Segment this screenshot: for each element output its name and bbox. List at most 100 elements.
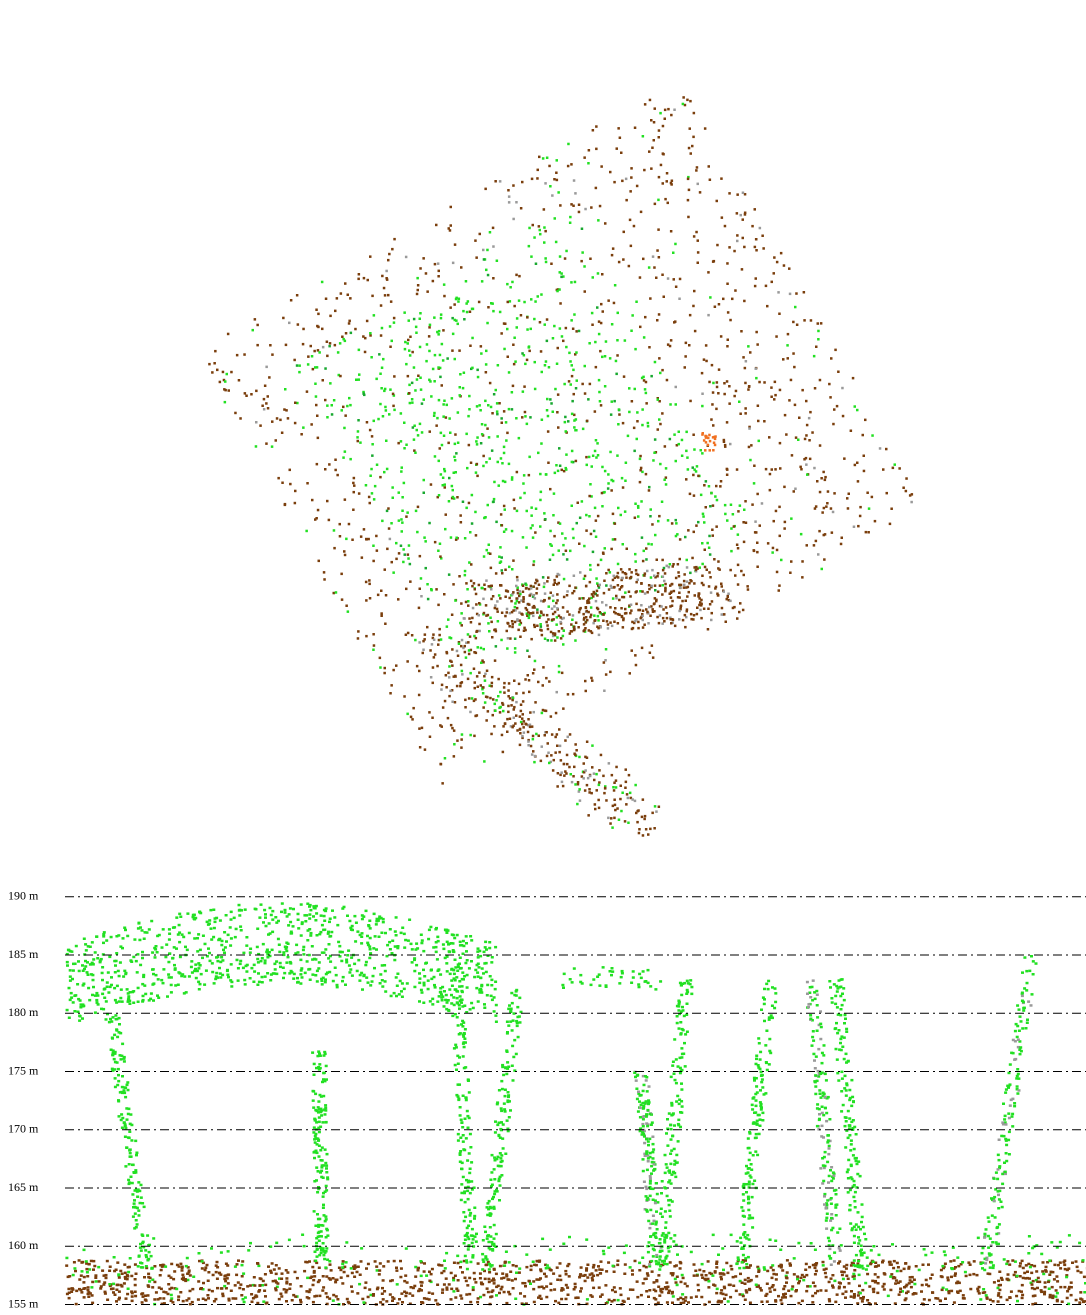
point [526, 650, 529, 653]
point [134, 1284, 137, 1287]
point [230, 371, 233, 374]
point [168, 933, 171, 936]
point [543, 226, 546, 229]
point [91, 1294, 94, 1297]
point [583, 265, 586, 268]
point [475, 652, 478, 655]
point [227, 1282, 230, 1285]
point [512, 591, 515, 594]
point [893, 1277, 896, 1280]
point [532, 606, 535, 609]
point [106, 1260, 109, 1263]
point [706, 542, 709, 545]
point [468, 502, 471, 505]
point [462, 387, 465, 390]
point [545, 1267, 548, 1270]
point [716, 499, 719, 502]
point [566, 590, 569, 593]
point [184, 1278, 187, 1281]
point [563, 578, 566, 581]
point [277, 477, 280, 480]
point [787, 1290, 790, 1293]
point [465, 1280, 468, 1283]
point [655, 1280, 658, 1283]
point [634, 503, 637, 506]
point [724, 513, 727, 516]
point [784, 521, 787, 524]
point [544, 323, 547, 326]
point [621, 577, 624, 580]
point [551, 733, 554, 736]
point [448, 951, 451, 954]
point [513, 507, 516, 510]
point [414, 452, 417, 455]
point [271, 910, 274, 913]
point [546, 614, 549, 617]
point [664, 118, 667, 121]
point [662, 575, 665, 578]
point [534, 597, 537, 600]
point [620, 785, 623, 788]
point [494, 659, 497, 662]
point [524, 723, 527, 726]
point [601, 601, 604, 604]
point [928, 1299, 931, 1302]
point [337, 941, 340, 944]
point [369, 475, 372, 478]
point [158, 1286, 161, 1289]
point [666, 379, 669, 382]
point [442, 706, 445, 709]
point [701, 452, 704, 455]
point [660, 164, 663, 167]
point [475, 471, 478, 474]
point [525, 587, 528, 590]
point [779, 442, 782, 445]
point [720, 177, 723, 180]
point [151, 951, 154, 954]
point [801, 576, 804, 579]
point [609, 571, 612, 574]
point [192, 1276, 195, 1279]
point [189, 1274, 192, 1277]
point [658, 129, 661, 132]
point [227, 934, 230, 937]
point [558, 671, 561, 674]
point [1043, 1293, 1046, 1296]
point [652, 611, 655, 614]
point [545, 360, 548, 363]
point [858, 1274, 861, 1277]
point [464, 570, 467, 573]
point [466, 959, 469, 962]
point [469, 345, 472, 348]
point [72, 1001, 75, 1004]
point [115, 960, 118, 963]
point [556, 636, 559, 639]
point [689, 127, 692, 129]
point [469, 531, 472, 534]
point [496, 413, 499, 416]
point [788, 267, 791, 270]
point [823, 507, 826, 510]
point [365, 1267, 368, 1270]
point [395, 916, 398, 919]
point [403, 933, 406, 936]
point [813, 467, 816, 470]
point [86, 1271, 89, 1274]
point [341, 907, 344, 910]
point [542, 684, 545, 687]
point [697, 251, 700, 254]
point [314, 383, 317, 386]
point [492, 698, 495, 701]
point [697, 475, 700, 478]
point [257, 1265, 260, 1268]
point [608, 588, 611, 591]
point [494, 988, 497, 991]
point [493, 481, 496, 484]
point [677, 563, 680, 566]
point [360, 942, 363, 945]
point [381, 985, 384, 988]
point [575, 387, 578, 390]
point [495, 389, 498, 392]
point [693, 112, 696, 115]
point [728, 246, 731, 249]
